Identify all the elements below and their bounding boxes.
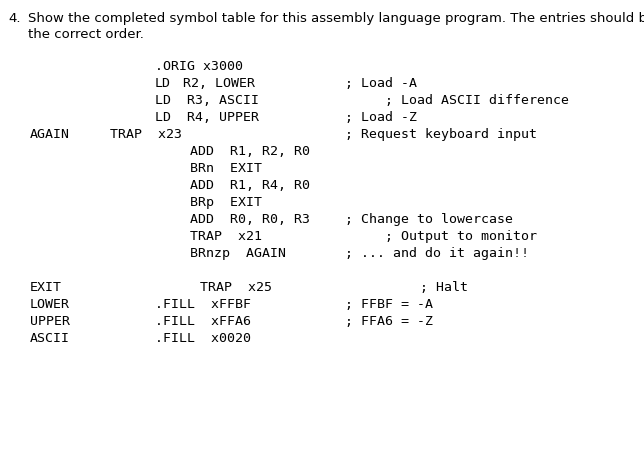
- Text: LD  R4, UPPER: LD R4, UPPER: [155, 111, 259, 124]
- Text: LD: LD: [155, 77, 171, 90]
- Text: BRp  EXIT: BRp EXIT: [190, 196, 262, 209]
- Text: 4.: 4.: [8, 12, 21, 25]
- Text: BRn  EXIT: BRn EXIT: [190, 162, 262, 175]
- Text: TRAP  x21: TRAP x21: [190, 230, 262, 243]
- Text: .FILL  xFFBF: .FILL xFFBF: [155, 298, 251, 311]
- Text: LD  R3, ASCII: LD R3, ASCII: [155, 94, 259, 107]
- Text: AGAIN: AGAIN: [30, 128, 70, 141]
- Text: ; Change to lowercase: ; Change to lowercase: [345, 213, 513, 226]
- Text: ; Load -Z: ; Load -Z: [345, 111, 417, 124]
- Text: ADD  R1, R2, R0: ADD R1, R2, R0: [190, 145, 310, 158]
- Text: .FILL  x0020: .FILL x0020: [155, 332, 251, 345]
- Text: ADD  R0, R0, R3: ADD R0, R0, R3: [190, 213, 310, 226]
- Text: .ORIG x3000: .ORIG x3000: [155, 60, 243, 73]
- Text: R2, LOWER: R2, LOWER: [183, 77, 255, 90]
- Text: UPPER: UPPER: [30, 315, 70, 328]
- Text: ; FFBF = -A: ; FFBF = -A: [345, 298, 433, 311]
- Text: .FILL  xFFA6: .FILL xFFA6: [155, 315, 251, 328]
- Text: ; Request keyboard input: ; Request keyboard input: [345, 128, 537, 141]
- Text: ; Output to monitor: ; Output to monitor: [385, 230, 537, 243]
- Text: BRnzp  AGAIN: BRnzp AGAIN: [190, 247, 286, 260]
- Text: ; Halt: ; Halt: [420, 281, 468, 294]
- Text: ; Load -A: ; Load -A: [345, 77, 417, 90]
- Text: ; FFA6 = -Z: ; FFA6 = -Z: [345, 315, 433, 328]
- Text: the correct order.: the correct order.: [28, 28, 144, 41]
- Text: ASCII: ASCII: [30, 332, 70, 345]
- Text: ; ... and do it again!!: ; ... and do it again!!: [345, 247, 529, 260]
- Text: TRAP  x25: TRAP x25: [200, 281, 272, 294]
- Text: ADD  R1, R4, R0: ADD R1, R4, R0: [190, 179, 310, 192]
- Text: ; Load ASCII difference: ; Load ASCII difference: [385, 94, 569, 107]
- Text: TRAP  x23: TRAP x23: [110, 128, 182, 141]
- Text: EXIT: EXIT: [30, 281, 62, 294]
- Text: LOWER: LOWER: [30, 298, 70, 311]
- Text: Show the completed symbol table for this assembly language program. The entries : Show the completed symbol table for this…: [28, 12, 644, 25]
